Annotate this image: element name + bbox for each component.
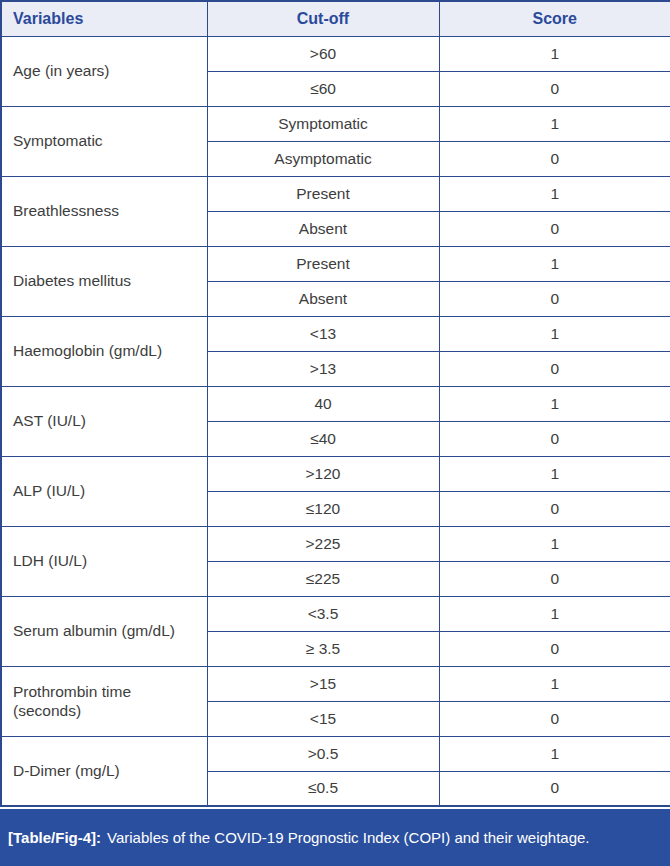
- variable-cell: AST (IU/L): [1, 386, 207, 456]
- cutoff-cell: Absent: [207, 211, 439, 246]
- table-row: D-Dimer (mg/L)>0.51: [1, 736, 670, 771]
- table-row: Serum albumin (gm/dL)<3.51: [1, 596, 670, 631]
- cutoff-cell: ≥ 3.5: [207, 631, 439, 666]
- table-row: Age (in years)>601: [1, 36, 670, 71]
- cutoff-cell: Asymptomatic: [207, 141, 439, 176]
- score-cell: 0: [439, 351, 670, 386]
- copi-table: Variables Cut-off Score Age (in years)>6…: [0, 0, 670, 807]
- cutoff-cell: ≤225: [207, 561, 439, 596]
- score-cell: 1: [439, 106, 670, 141]
- cutoff-cell: <15: [207, 701, 439, 736]
- score-cell: 1: [439, 456, 670, 491]
- cutoff-cell: ≤0.5: [207, 771, 439, 806]
- score-cell: 1: [439, 526, 670, 561]
- column-header-cutoff: Cut-off: [207, 1, 439, 36]
- cutoff-cell: >120: [207, 456, 439, 491]
- variable-cell: D-Dimer (mg/L): [1, 736, 207, 806]
- table-row: ALP (IU/L)>1201: [1, 456, 670, 491]
- variable-cell: Breathlessness: [1, 176, 207, 246]
- score-cell: 1: [439, 386, 670, 421]
- score-cell: 1: [439, 246, 670, 281]
- cutoff-cell: <3.5: [207, 596, 439, 631]
- score-cell: 0: [439, 141, 670, 176]
- cutoff-cell: >60: [207, 36, 439, 71]
- cutoff-cell: ≤60: [207, 71, 439, 106]
- score-cell: 0: [439, 281, 670, 316]
- variable-cell: ALP (IU/L): [1, 456, 207, 526]
- score-cell: 0: [439, 211, 670, 246]
- cutoff-cell: Absent: [207, 281, 439, 316]
- score-cell: 1: [439, 736, 670, 771]
- cutoff-cell: >13: [207, 351, 439, 386]
- score-cell: 1: [439, 316, 670, 351]
- table-body: Age (in years)>601≤600SymptomaticSymptom…: [1, 36, 670, 806]
- table-figure: Variables Cut-off Score Age (in years)>6…: [0, 0, 670, 866]
- cutoff-cell: Present: [207, 176, 439, 211]
- score-cell: 1: [439, 176, 670, 211]
- cutoff-cell: >225: [207, 526, 439, 561]
- score-cell: 0: [439, 421, 670, 456]
- cutoff-cell: >15: [207, 666, 439, 701]
- score-cell: 0: [439, 71, 670, 106]
- column-header-variables: Variables: [1, 1, 207, 36]
- cutoff-cell: ≤40: [207, 421, 439, 456]
- score-cell: 0: [439, 561, 670, 596]
- variable-cell: Prothrombin time (seconds): [1, 666, 207, 736]
- table-row: Haemoglobin (gm/dL)<131: [1, 316, 670, 351]
- score-cell: 0: [439, 491, 670, 526]
- score-cell: 1: [439, 596, 670, 631]
- variable-cell: Symptomatic: [1, 106, 207, 176]
- variable-cell: Age (in years): [1, 36, 207, 106]
- table-row: BreathlessnessPresent1: [1, 176, 670, 211]
- cutoff-cell: 40: [207, 386, 439, 421]
- cutoff-cell: Present: [207, 246, 439, 281]
- variable-cell: LDH (IU/L): [1, 526, 207, 596]
- score-cell: 0: [439, 701, 670, 736]
- score-cell: 0: [439, 771, 670, 806]
- caption-label: [Table/Fig-4]:: [8, 829, 101, 846]
- cutoff-cell: Symptomatic: [207, 106, 439, 141]
- variable-cell: Haemoglobin (gm/dL): [1, 316, 207, 386]
- cutoff-cell: >0.5: [207, 736, 439, 771]
- figure-caption: [Table/Fig-4]: Variables of the COVID-19…: [0, 809, 670, 866]
- table-header: Variables Cut-off Score: [1, 1, 670, 36]
- table-row: Prothrombin time (seconds)>151: [1, 666, 670, 701]
- table-row: LDH (IU/L)>2251: [1, 526, 670, 561]
- table-row: SymptomaticSymptomatic1: [1, 106, 670, 141]
- caption-text: Variables of the COVID-19 Prognostic Ind…: [107, 829, 589, 846]
- variable-cell: Serum albumin (gm/dL): [1, 596, 207, 666]
- score-cell: 0: [439, 631, 670, 666]
- score-cell: 1: [439, 36, 670, 71]
- column-header-score: Score: [439, 1, 670, 36]
- cutoff-cell: ≤120: [207, 491, 439, 526]
- variable-cell: Diabetes mellitus: [1, 246, 207, 316]
- table-row: Diabetes mellitusPresent1: [1, 246, 670, 281]
- header-row: Variables Cut-off Score: [1, 1, 670, 36]
- score-cell: 1: [439, 666, 670, 701]
- cutoff-cell: <13: [207, 316, 439, 351]
- table-row: AST (IU/L)401: [1, 386, 670, 421]
